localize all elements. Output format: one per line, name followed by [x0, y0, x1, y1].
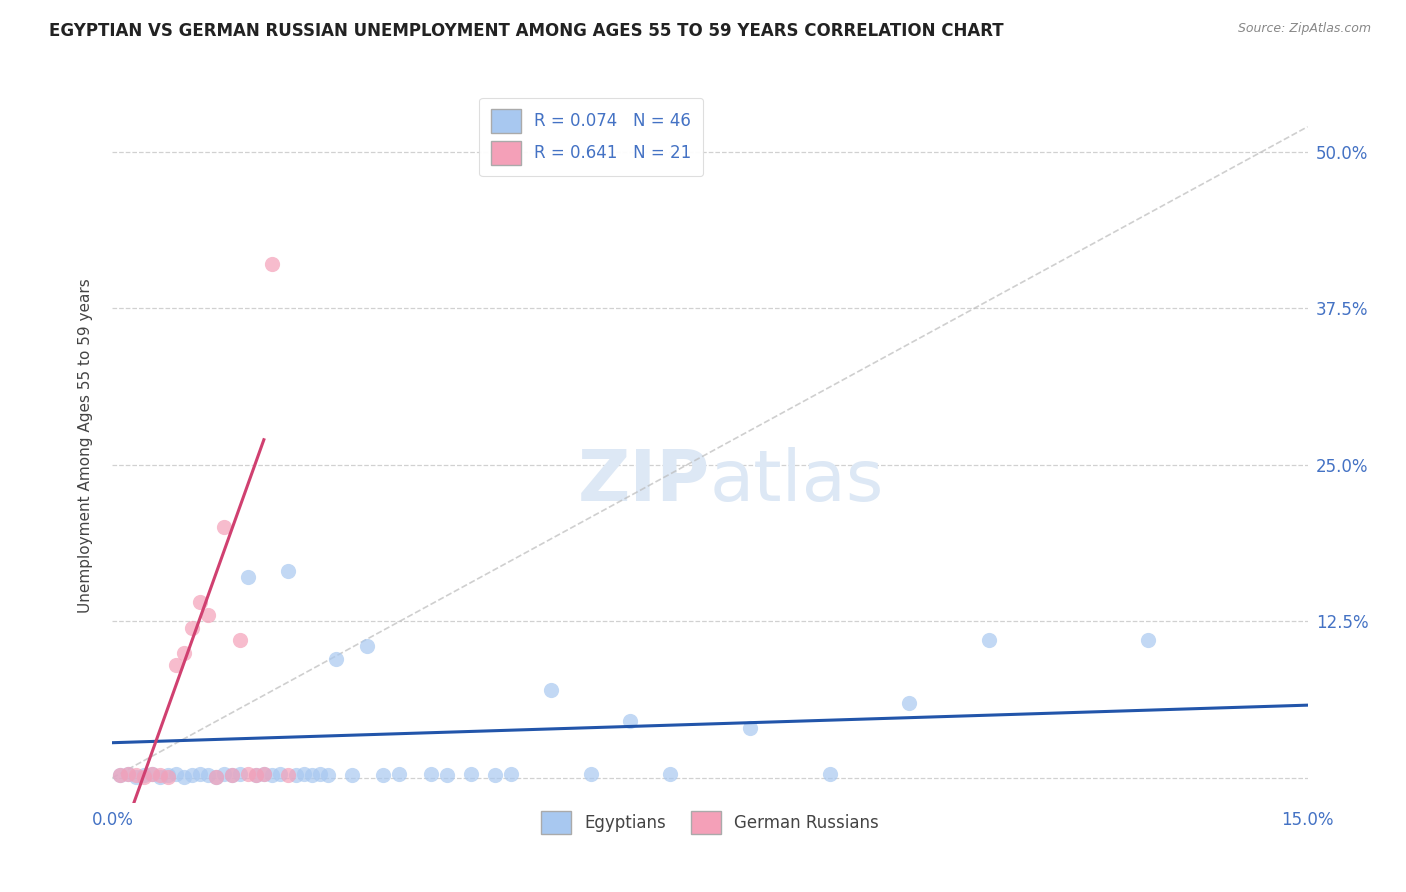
Point	[125, 768, 148, 782]
Point	[977, 633, 1000, 648]
Point	[149, 768, 172, 782]
Point	[253, 767, 276, 781]
Point	[236, 570, 259, 584]
Point	[134, 770, 156, 784]
Point	[1137, 633, 1160, 648]
Point	[181, 768, 204, 782]
Point	[205, 770, 228, 784]
Text: atlas: atlas	[710, 447, 884, 516]
Point	[420, 767, 443, 781]
Legend: Egyptians, German Russians: Egyptians, German Russians	[531, 801, 889, 845]
Point	[388, 767, 411, 781]
Point	[229, 767, 252, 781]
Point	[460, 767, 482, 781]
Point	[898, 696, 921, 710]
Point	[181, 621, 204, 635]
Point	[197, 607, 219, 622]
Point	[373, 768, 395, 782]
Text: ZIP: ZIP	[578, 447, 710, 516]
Point	[292, 767, 315, 781]
Point	[484, 768, 506, 782]
Point	[125, 770, 148, 784]
Point	[245, 768, 267, 782]
Point	[277, 768, 299, 782]
Point	[212, 520, 235, 534]
Point	[818, 767, 841, 781]
Point	[110, 768, 132, 782]
Point	[738, 721, 761, 735]
Point	[188, 595, 211, 609]
Point	[173, 646, 195, 660]
Point	[316, 768, 339, 782]
Point	[284, 768, 307, 782]
Point	[301, 768, 323, 782]
Point	[253, 767, 276, 781]
Point	[499, 767, 522, 781]
Point	[260, 768, 283, 782]
Point	[141, 767, 163, 781]
Point	[141, 767, 163, 781]
Point	[229, 633, 252, 648]
Point	[325, 652, 347, 666]
Text: EGYPTIAN VS GERMAN RUSSIAN UNEMPLOYMENT AMONG AGES 55 TO 59 YEARS CORRELATION CH: EGYPTIAN VS GERMAN RUSSIAN UNEMPLOYMENT …	[49, 22, 1004, 40]
Point	[260, 257, 283, 271]
Point	[245, 768, 267, 782]
Point	[157, 768, 180, 782]
Point	[134, 768, 156, 782]
Point	[157, 770, 180, 784]
Text: Source: ZipAtlas.com: Source: ZipAtlas.com	[1237, 22, 1371, 36]
Point	[540, 683, 562, 698]
Y-axis label: Unemployment Among Ages 55 to 59 years: Unemployment Among Ages 55 to 59 years	[79, 278, 93, 614]
Point	[110, 768, 132, 782]
Point	[165, 658, 187, 673]
Point	[619, 714, 641, 729]
Point	[269, 767, 291, 781]
Point	[340, 768, 363, 782]
Point	[277, 564, 299, 578]
Point	[236, 767, 259, 781]
Point	[659, 767, 682, 781]
Point	[188, 767, 211, 781]
Point	[356, 640, 378, 654]
Point	[117, 767, 139, 781]
Point	[173, 770, 195, 784]
Point	[308, 767, 330, 781]
Point	[221, 768, 243, 782]
Point	[205, 770, 228, 784]
Point	[579, 767, 602, 781]
Point	[197, 768, 219, 782]
Point	[149, 770, 172, 784]
Point	[221, 768, 243, 782]
Point	[212, 767, 235, 781]
Point	[165, 767, 187, 781]
Point	[117, 767, 139, 781]
Point	[436, 768, 458, 782]
